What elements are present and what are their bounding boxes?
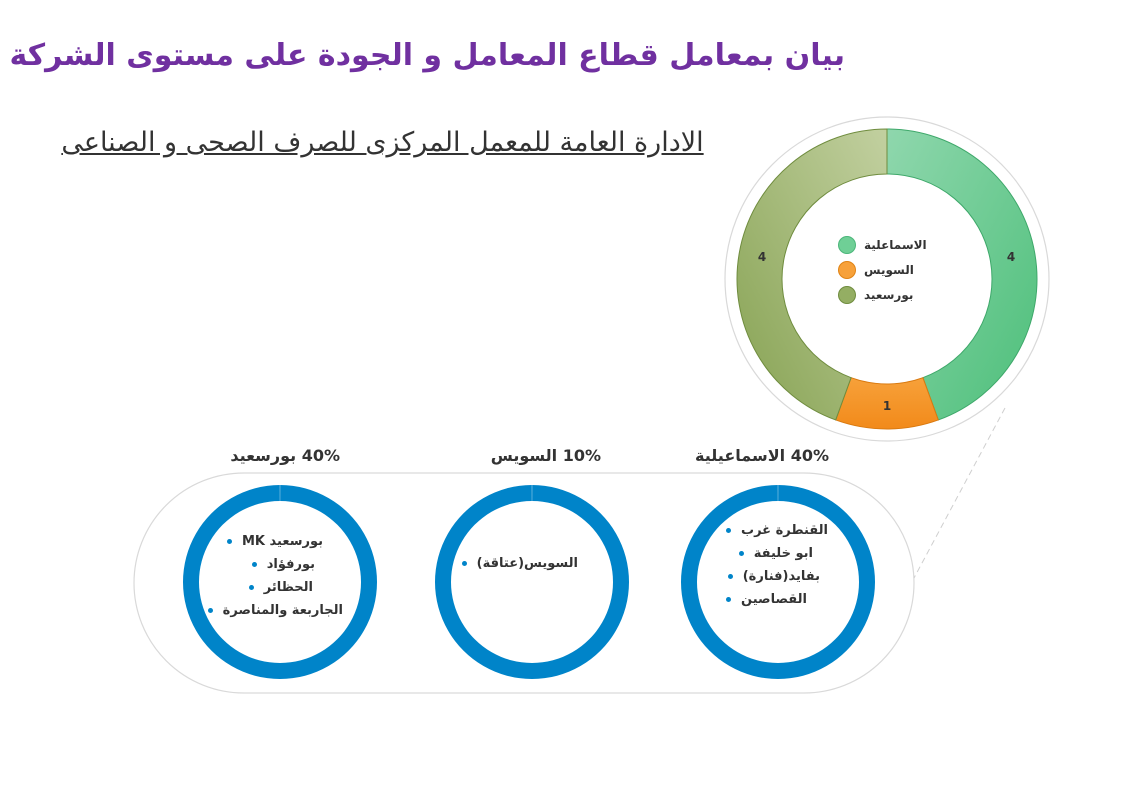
donut-segment-portsaid	[736, 128, 888, 421]
bullet-icon	[726, 597, 732, 602]
legend-item-ismailia: الاسماعلية	[838, 232, 927, 257]
donut-ring-suez	[434, 485, 629, 679]
legend-swatch-suez	[838, 260, 856, 279]
page-subtitle: الادارة العامة للمعمل المركزى للصرف الصح…	[61, 127, 704, 158]
items-ismailia: القنطرة غرب ابو خليفة بفايد(فنارة) القصا…	[726, 519, 828, 611]
legend-item-suez: السويس	[838, 257, 927, 282]
legend-label-portsaid: بورسعيد	[864, 287, 914, 302]
legend-label-ismailia: الاسماعلية	[864, 237, 927, 252]
segment-value-portsaid: 4	[757, 250, 767, 264]
legend-item-portsaid: بورسعيد	[838, 282, 927, 307]
legend-swatch-ismailia	[838, 235, 856, 254]
bullet-icon	[227, 539, 232, 544]
list-item-text: القنطرة غرب	[741, 523, 828, 538]
donut-label-portsaid: 40% بورسعيد	[230, 446, 340, 465]
donut-label-ismailia: 40% الاسماعيلية	[695, 446, 829, 465]
bullet-icon	[207, 608, 213, 613]
items-portsaid: بورسعيد MK بورفؤاد الحظائر الجاربعة والم…	[207, 530, 345, 622]
legend-swatch-portsaid	[838, 285, 856, 304]
list-item: بفايد(فنارة)	[726, 565, 820, 588]
list-item: السويس(عتاقة)	[461, 552, 578, 575]
list-item-text: بفايد(فنارة)	[742, 569, 820, 584]
segment-value-suez: 1	[882, 399, 892, 413]
list-item: ابو خليفة	[726, 542, 813, 565]
list-item-text: القصاصين	[741, 592, 807, 607]
main-donut	[736, 128, 1038, 430]
donut-label-suez: 10% السويس	[490, 446, 601, 465]
connector-line	[913, 407, 1006, 579]
list-item-text: الحظائر	[263, 580, 313, 595]
page-title: بيان بمعامل قطاع المعامل و الجودة على مس…	[9, 38, 845, 73]
bullet-icon	[726, 528, 732, 533]
list-item-text: الجاربعة والمناصرة	[222, 603, 343, 618]
list-item: الحظائر	[208, 576, 313, 599]
list-item: القصاصين	[726, 588, 807, 611]
bullet-icon	[248, 585, 254, 590]
bullet-icon	[738, 551, 744, 556]
main-donut-legend: الاسماعلية السويس بورسعيد	[838, 232, 927, 307]
list-item-text: السويس(عتاقة)	[476, 556, 578, 571]
list-item-text: بورفؤاد	[266, 557, 315, 572]
bullet-icon	[251, 562, 257, 567]
donut-segment-ismailia	[886, 128, 1038, 421]
list-item-text: بورسعيد MK	[242, 534, 323, 549]
list-item-text: ابو خليفة	[753, 546, 813, 561]
list-item: الجاربعة والمناصرة	[207, 599, 343, 622]
list-item: القنطرة غرب	[726, 519, 828, 542]
bullet-icon	[461, 561, 467, 566]
small-donuts-frame	[133, 472, 915, 694]
bullet-icon	[727, 574, 733, 579]
list-item: بورفؤاد	[208, 553, 315, 576]
list-item: بورسعيد MK	[208, 530, 323, 553]
items-suez: السويس(عتاقة)	[461, 552, 578, 575]
segment-value-ismailia: 4	[1006, 250, 1016, 264]
legend-label-suez: السويس	[864, 262, 914, 277]
main-donut-frame	[724, 116, 1050, 442]
